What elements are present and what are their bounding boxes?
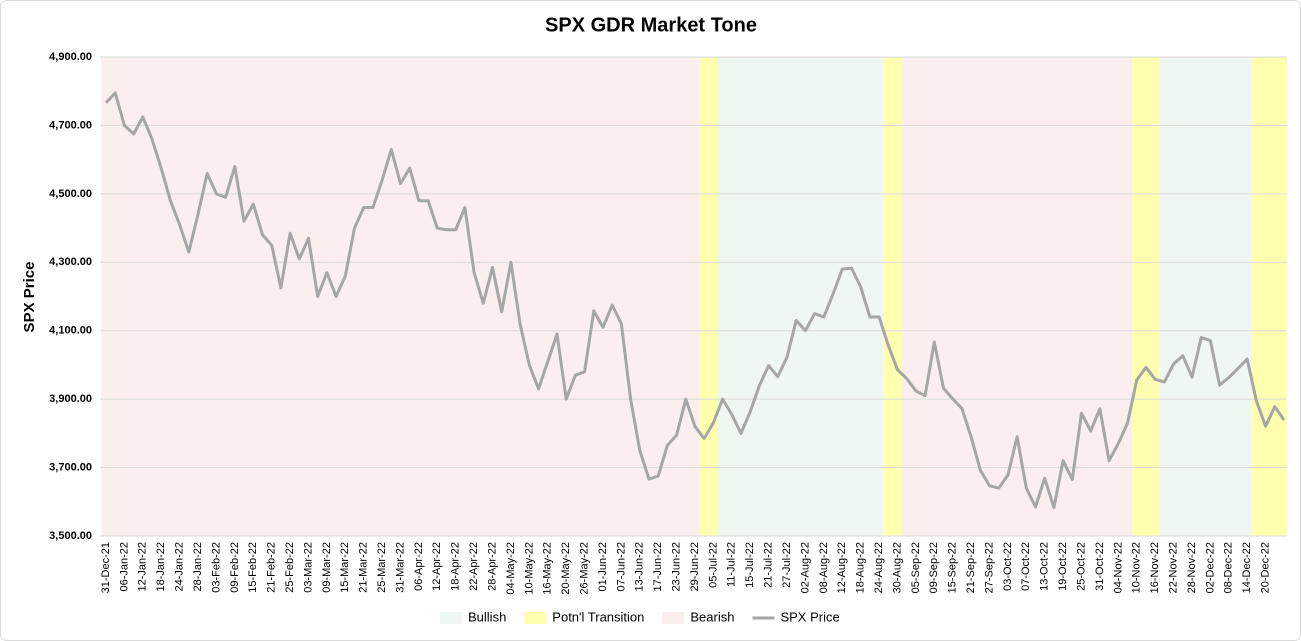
chart-title: SPX GDR Market Tone [545,14,757,36]
x-tick-label: 10-Nov-22 [1131,542,1143,593]
legend-label: Bullish [468,609,506,624]
legend-label: Potn'l Transition [552,609,644,624]
regions [101,57,1287,536]
x-tick-label: 18-Apr-22 [450,542,462,591]
x-tick-label: 07-Jun-22 [615,542,627,592]
x-tick-label: 07-Oct-22 [1020,542,1032,591]
x-tick-label: 10-May-22 [523,542,535,595]
x-tick-label: 03-Oct-22 [1002,542,1014,591]
x-tick-label: 02-Aug-22 [799,542,811,593]
y-tick-label: 4,700.00 [49,119,92,131]
x-tick-label: 30-Aug-22 [891,542,903,593]
tone-region [902,57,1133,536]
tone-region [1159,57,1252,536]
x-tick-label: 16-Nov-22 [1149,542,1161,593]
grid [100,56,1287,537]
legend-swatch [524,612,547,624]
x-tick-label: 04-Nov-22 [1112,542,1124,593]
tone-region [101,57,700,536]
x-tick-label: 28-Apr-22 [486,542,498,591]
x-tick-label: 31-Dec-21 [100,542,112,593]
y-tick-label: 4,900.00 [49,51,92,63]
x-tick-label: 21-Sep-22 [965,542,977,593]
legend-label: SPX Price [780,609,839,624]
x-tick-label: 08-Aug-22 [818,542,830,593]
tone-region [1132,57,1160,536]
x-tick-label: 04-May-22 [505,542,517,595]
x-tick-label: 06-Apr-22 [413,542,425,591]
x-tick-label: 12-Aug-22 [836,542,848,593]
x-tick-label: 18-Jan-22 [155,542,167,592]
x-tick-label: 24-Aug-22 [873,542,885,593]
x-tick-label: 19-Oct-22 [1057,542,1069,591]
price-line [104,91,1286,510]
x-tick-label: 12-Jan-22 [137,542,149,592]
x-tick-label: 13-Oct-22 [1039,542,1051,591]
x-tick-label: 15-Mar-22 [339,542,351,593]
legend: Bullish Potn'l Transition Bearish SPX Price [440,609,840,624]
x-tick-label: 31-Mar-22 [394,542,406,593]
x-tick-label: 15-Feb-22 [247,542,259,593]
legend-swatch [440,612,462,624]
y-tick-label: 4,300.00 [49,256,92,268]
x-tick-label: 02-Dec-22 [1204,542,1216,593]
x-tick-label: 14-Dec-22 [1241,542,1253,593]
x-tick-label: 24-Jan-22 [174,542,186,592]
x-tick-label: 31-Oct-22 [1094,542,1106,591]
y-tick-label: 3,500.00 [49,530,92,542]
x-tick-label: 29-Jun-22 [689,542,701,592]
x-tick-label: 12-Apr-22 [431,542,443,591]
x-tick-label: 25-Oct-22 [1075,542,1087,591]
x-tick-label: 05-Jul-22 [707,542,719,588]
x-tick-label: 28-Nov-22 [1186,542,1198,593]
y-tick-label: 3,900.00 [49,393,92,405]
x-tick-label: 03-Feb-22 [210,542,222,593]
x-tick-label: 22-Nov-22 [1167,542,1179,593]
x-tick-label: 13-Jun-22 [634,542,646,592]
x-tick-label: 11-Jul-22 [726,542,738,587]
tone-region [1251,57,1287,536]
x-tick-label: 22-Apr-22 [468,542,480,591]
x-tick-label: 23-Jun-22 [671,542,683,592]
x-tick-label: 27-Jul-22 [781,542,793,588]
x-tick-label: 21-Mar-22 [358,542,370,593]
x-tick-label: 09-Mar-22 [321,542,333,593]
legend-swatch [662,612,685,624]
y-axis-label: SPX Price [21,262,38,333]
x-tick-label: 05-Sep-22 [910,542,922,593]
x-tick-label: 01-Jun-22 [597,542,609,592]
x-tick-label: 15-Jul-22 [744,542,756,588]
x-tick-label: 06-Jan-22 [118,542,130,592]
legend-label: Bearish [690,609,734,624]
y-tick-label: 3,700.00 [49,461,92,473]
x-tick-label: 09-Sep-22 [928,542,940,593]
x-tick-label: 28-Jan-22 [192,542,204,592]
x-tick-label: 09-Feb-22 [229,542,241,593]
x-tick-label: 18-Aug-22 [855,542,867,593]
x-tick-label: 21-Feb-22 [266,542,278,593]
y-tick-label: 4,100.00 [49,325,92,337]
x-tick-label: 03-Mar-22 [302,542,314,593]
y-tick-label: 4,500.00 [49,188,92,200]
x-tick-label: 25-Feb-22 [284,542,296,593]
x-tick-label: 16-May-22 [542,542,554,595]
x-tick-label: 21-Jul-22 [763,542,775,588]
plot [104,91,1286,510]
x-tick-label: 08-Dec-22 [1223,542,1235,593]
x-tick-label: 17-Jun-22 [652,542,664,592]
tone-region [699,57,719,536]
x-tick-label: 25-Mar-22 [376,542,388,593]
tone-region [718,57,884,536]
x-tick-label: 15-Sep-22 [947,542,959,593]
x-tick-label: 20-May-22 [560,542,572,595]
x-tick-label: 26-May-22 [578,542,590,595]
x-tick-label: 20-Dec-22 [1260,542,1272,593]
x-tick-label: 27-Sep-22 [983,542,995,593]
tone-region [883,57,903,536]
